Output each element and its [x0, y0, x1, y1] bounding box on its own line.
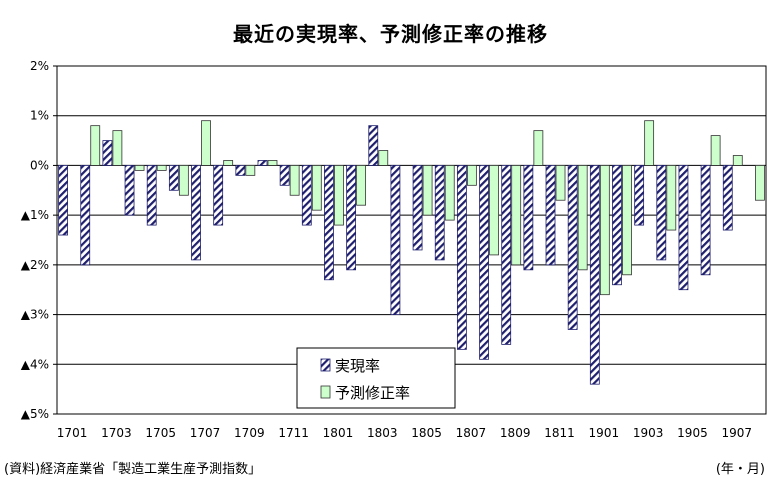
x-tick-label: 1711	[278, 426, 309, 440]
bar-yosoku-1707	[201, 120, 211, 166]
bar-yosoku-1802	[356, 165, 367, 206]
bar-jitsugen-1711	[279, 165, 290, 186]
bar-jitsugen-1707	[191, 165, 201, 261]
axes: 2% 1% 0% ▲1% ▲2% ▲3% ▲4% ▲5% 1701 1703 1705 1707 170…	[21, 59, 752, 440]
bar-jitsugen-1906	[700, 165, 711, 276]
bar-jitsugen-1904	[656, 165, 667, 261]
y-tick-label: 0%	[30, 158, 49, 172]
x-tick-label: 1705	[145, 426, 176, 440]
x-tick-label: 1703	[101, 426, 132, 440]
bar-jitsugen-1804	[390, 165, 401, 315]
x-tick-label: 1707	[190, 426, 221, 440]
bar-yosoku-1902	[622, 165, 632, 276]
bar-yosoku-1801	[334, 165, 344, 226]
x-tick-label: 1803	[367, 426, 398, 440]
x-tick-label: 1709	[234, 426, 265, 440]
bar-jitsugen-1808	[479, 165, 489, 360]
bar-jitsugen-1805	[412, 165, 423, 251]
bar-yosoku-1903	[644, 120, 655, 166]
bar-jitsugen-1803	[368, 125, 379, 166]
bar-jitsugen-1807	[456, 165, 467, 350]
bar-yosoku-1711	[289, 165, 300, 196]
bar-jitsugen-1801	[324, 165, 334, 281]
source-note: (資料)経済産業省「製造工業生産予測指数」	[4, 462, 262, 477]
legend-label: 実現率	[335, 357, 380, 375]
y-tick-label: 2%	[30, 59, 49, 73]
chart-title: 最近の実現率、予測修正率の推移	[233, 22, 548, 46]
bar-yosoku-1907	[732, 155, 743, 166]
legend-swatch	[320, 358, 331, 372]
bar-jitsugen-1902	[612, 165, 622, 286]
bar-jitsugen-1705	[146, 165, 157, 226]
bar-jitsugen-1810	[523, 165, 534, 271]
bar-jitsugen-1712	[301, 165, 312, 226]
x-tick-label: 1907	[721, 426, 752, 440]
bar-yosoku-1908	[755, 165, 765, 201]
bar-yosoku-1709	[245, 165, 256, 176]
bar-yosoku-1808	[489, 165, 499, 256]
bar-jitsugen-1709	[235, 165, 246, 176]
bar-yosoku-1811	[555, 165, 566, 201]
legend-swatch	[320, 385, 331, 399]
gridlines	[56, 65, 767, 415]
bar-yosoku-1706	[178, 165, 189, 196]
x-tick-label: 1903	[633, 426, 664, 440]
x-tick-label: 1807	[456, 426, 487, 440]
y-tick-label: ▲1%	[21, 208, 49, 222]
bar-jitsugen-1903	[634, 165, 645, 226]
y-tick-label: 1%	[30, 109, 49, 123]
bar-yosoku-1803	[378, 150, 389, 166]
bar-yosoku-1901	[599, 165, 610, 296]
x-tick-label: 1901	[589, 426, 620, 440]
y-tick-label: ▲3%	[21, 308, 49, 322]
y-tick-label: ▲2%	[21, 258, 49, 272]
bar-yosoku-1810	[533, 130, 544, 166]
bar-yosoku-1703	[112, 130, 123, 166]
bar-yosoku-1708	[223, 160, 234, 166]
bar-jitsugen-1706	[168, 165, 179, 191]
bar-yosoku-1704	[134, 165, 145, 171]
bar-yosoku-1705	[156, 165, 167, 171]
bar-jitsugen-1710	[257, 160, 268, 166]
bar-yosoku-1702	[90, 125, 101, 166]
bar-yosoku-1812	[577, 165, 588, 271]
y-tick-label: ▲5%	[21, 407, 49, 421]
x-tick-label: 1805	[411, 426, 442, 440]
bar-jitsugen-1811	[545, 165, 556, 266]
bar-jitsugen-1703	[102, 140, 113, 166]
bar-yosoku-1809	[511, 165, 522, 266]
bar-yosoku-1906	[710, 135, 721, 166]
bar-jitsugen-1802	[346, 165, 357, 271]
bar-jitsugen-1708	[213, 165, 224, 226]
x-tick-label: 1811	[544, 426, 575, 440]
bar-yosoku-1805	[422, 165, 433, 216]
legend-label: 予測修正率	[335, 384, 410, 402]
bar-yosoku-1807	[466, 165, 477, 186]
bar-jitsugen-1901	[589, 165, 600, 385]
bar-jitsugen-1812	[567, 165, 578, 330]
bar-yosoku-1712	[311, 165, 322, 211]
bar-yosoku-1710	[267, 160, 278, 166]
bar-jitsugen-1905	[678, 165, 689, 291]
x-tick-label: 1809	[500, 426, 531, 440]
y-tick-label: ▲4%	[21, 357, 49, 371]
bar-jitsugen-1907	[722, 165, 733, 231]
x-tick-label: 1801	[323, 426, 354, 440]
bar-jitsugen-1806	[434, 165, 445, 261]
x-tick-label: 1905	[677, 426, 708, 440]
bars	[58, 120, 765, 385]
bar-yosoku-1904	[666, 165, 677, 231]
bar-jitsugen-1701	[58, 165, 68, 236]
bar-jitsugen-1809	[501, 165, 512, 345]
x-tick-label: 1701	[57, 426, 88, 440]
bar-yosoku-1806	[444, 165, 455, 221]
bar-jitsugen-1704	[124, 165, 135, 216]
bar-jitsugen-1702	[80, 165, 91, 266]
unit-note: (年・月)	[715, 462, 765, 477]
